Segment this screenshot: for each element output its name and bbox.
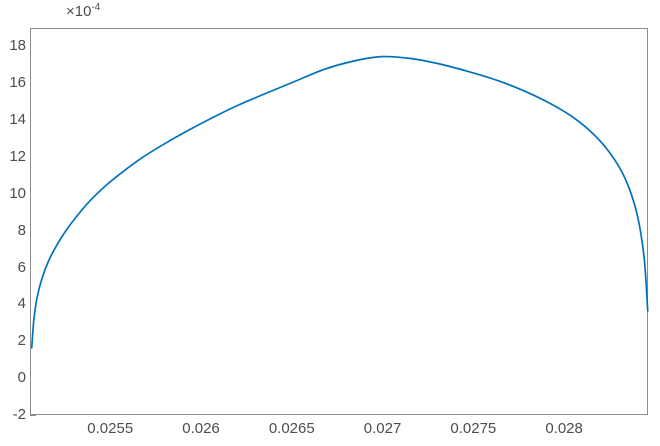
y-axis-exponent-label: ×10-4 — [66, 2, 100, 20]
exponent-power: -4 — [91, 2, 101, 13]
data-curve-svg — [31, 55, 649, 349]
y-tick-label: 18 — [9, 37, 26, 55]
y-tick-label: 14 — [9, 111, 26, 129]
y-tick-mark — [30, 415, 36, 416]
y-tick-label: 16 — [9, 74, 26, 92]
y-tick-label: 0 — [17, 369, 26, 387]
x-tick-label: 0.0275 — [450, 420, 497, 437]
x-tick-label: 0.026 — [182, 420, 220, 437]
exponent-prefix: ×10 — [66, 3, 92, 20]
line-series-curve — [31, 55, 649, 349]
x-tick-label: 0.0255 — [87, 420, 134, 437]
y-tick-label: -2 — [12, 406, 26, 423]
x-tick-label: 0.028 — [545, 420, 583, 437]
y-tick-label: 4 — [17, 295, 26, 313]
y-tick-label: 2 — [17, 332, 26, 350]
plot-area — [30, 28, 649, 415]
y-tick-label: 6 — [17, 258, 26, 276]
x-tick-label: 0.0265 — [268, 420, 315, 437]
x-tick-label: 0.027 — [363, 420, 402, 437]
y-tick-label: 10 — [9, 184, 26, 202]
y-tick-label: 12 — [9, 148, 26, 165]
y-tick-label: 8 — [17, 221, 26, 239]
